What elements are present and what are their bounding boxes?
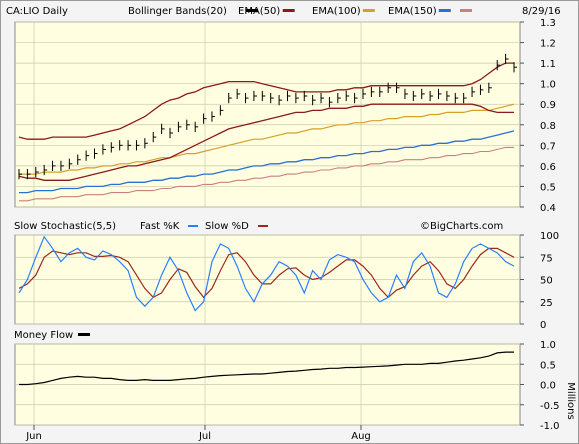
- watermark: ©BigCharts.com: [420, 221, 503, 232]
- legend: Bollinger Bands(20) EMA(50) EMA(100) EMA(15…: [128, 6, 472, 17]
- mf-tick-label: 1.0: [540, 340, 556, 351]
- price-tick-label: 1.1: [540, 59, 556, 70]
- mf-tick-label: -1.0: [540, 421, 560, 432]
- x-tick-label: Aug: [351, 431, 371, 442]
- legend-label: EMA(50): [238, 6, 280, 17]
- price-tick-label: 0.5: [540, 182, 556, 193]
- price-tick-label: 0.8: [540, 121, 556, 132]
- stoch-fast-label: Fast %K: [140, 221, 180, 232]
- mf-units-label: Millions: [565, 382, 576, 419]
- bollinger-upper-line: [18, 62, 514, 140]
- x-tick-label: Jul: [198, 431, 211, 442]
- stoch-slow-label: Slow %D: [205, 221, 249, 232]
- mf-tick-label: 0.5: [540, 360, 556, 371]
- stoch-slow-swatch: [258, 225, 268, 227]
- price-tick-label: 1.3: [540, 18, 556, 29]
- mf-title: Money Flow: [14, 330, 73, 341]
- legend-label: Bollinger Bands(20): [128, 6, 227, 17]
- ema200-line: [19, 146, 514, 202]
- stoch-panel: 100 75 50 25 0: [14, 231, 559, 331]
- stoch-tick-label: 25: [540, 298, 553, 309]
- legend-swatch: [460, 9, 472, 12]
- legend-label: EMA(150): [388, 6, 437, 17]
- money-flow-line: [19, 351, 514, 386]
- price-tick-label: 1.0: [540, 80, 556, 91]
- stoch-tick-label: 75: [540, 253, 553, 264]
- legend-swatch: [438, 9, 451, 12]
- date-label: 8/29/16: [522, 6, 561, 17]
- stoch-tick-label: 50: [540, 276, 553, 287]
- price-tick-label: 0.6: [540, 162, 556, 173]
- legend-label: EMA(100): [312, 6, 361, 17]
- stoch-fast-line: [18, 235, 515, 312]
- stoch-tick-label: 100: [540, 231, 559, 242]
- mf-panel: 1.0 0.5 0.0 -0.5 -1.0 Millions: [14, 340, 576, 432]
- mf-tick-label: -0.5: [540, 401, 560, 412]
- price-tick-label: 1.2: [540, 39, 556, 50]
- ema150-line: [19, 130, 515, 194]
- price-tick-label: 0.4: [540, 203, 556, 214]
- legend-swatch: [362, 9, 375, 12]
- x-axis: Jun Jul Aug: [25, 425, 371, 442]
- price-plot-area: [14, 21, 521, 208]
- price-tick-label: 0.9: [540, 100, 556, 111]
- symbol-label: CA:LIO Daily: [6, 6, 68, 17]
- price-panel: 1.3 1.2 1.1 1.0 0.9 0.8 0.7 0.6 0.5 0.4: [14, 18, 556, 214]
- ema100-line: [19, 103, 515, 175]
- stoch-title: Slow Stochastic(5,5): [14, 221, 116, 232]
- legend-swatch: [282, 9, 295, 12]
- mf-swatch: [78, 333, 90, 336]
- price-tick-label: 0.7: [540, 141, 556, 152]
- bollinger-lower-line: [18, 103, 514, 181]
- mf-tick-label: 0.0: [540, 381, 556, 392]
- stoch-tick-label: 0: [540, 320, 546, 331]
- stoch-fast-swatch: [188, 225, 198, 227]
- stoch-slow-line: [18, 247, 515, 299]
- x-tick-label: Jun: [25, 431, 42, 442]
- legend-swatch: [245, 9, 258, 12]
